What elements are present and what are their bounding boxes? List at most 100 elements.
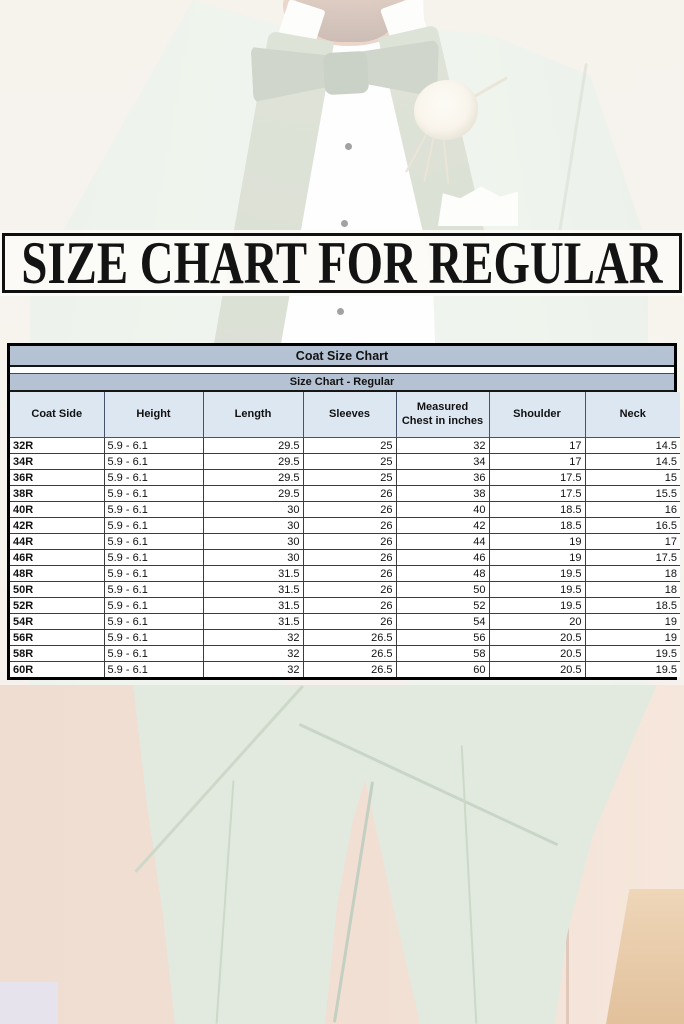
value-cell: 19.5 [488, 581, 586, 598]
value-cell: 31.5 [202, 597, 304, 614]
value-cell: 25 [302, 437, 397, 454]
value-cell: 19.5 [488, 565, 586, 582]
coat-size-cell: 54R [10, 613, 105, 630]
value-cell: 26 [302, 517, 397, 534]
value-cell: 20.5 [488, 661, 586, 677]
coat-size-cell: 46R [10, 549, 105, 566]
value-cell: 48 [395, 565, 490, 582]
value-cell: 19 [584, 629, 680, 646]
coat-size-cell: 60R [10, 661, 105, 677]
value-cell: 14.5 [584, 437, 680, 454]
value-cell: 26 [302, 597, 397, 614]
table-subtitle: Size Chart - Regular [10, 374, 674, 392]
value-cell: 29.5 [202, 469, 304, 486]
value-cell: 5.9 - 6.1 [103, 597, 204, 614]
size-row: 54R 5.9 - 6.1 31.5 26 54 20 19 [10, 613, 680, 630]
value-cell: 18 [584, 565, 680, 582]
value-cell: 19.5 [584, 661, 680, 677]
value-cell: 5.9 - 6.1 [103, 549, 204, 566]
value-cell: 5.9 - 6.1 [103, 565, 204, 582]
value-cell: 20.5 [488, 629, 586, 646]
value-cell: 32 [202, 645, 304, 662]
value-cell: 19.5 [584, 645, 680, 662]
value-cell: 30 [202, 501, 304, 518]
value-cell: 26 [302, 581, 397, 598]
coat-size-cell: 44R [10, 533, 105, 550]
coat-size-cell: 58R [10, 645, 105, 662]
value-cell: 20.5 [488, 645, 586, 662]
value-cell: 18.5 [488, 517, 586, 534]
value-cell: 31.5 [202, 565, 304, 582]
value-cell: 17 [488, 437, 586, 454]
column-header: Length [202, 392, 304, 438]
coat-size-chart-table: Coat Size Chart Size Chart - Regular Coa… [7, 343, 680, 680]
size-row: 32R 5.9 - 6.1 29.5 25 32 17 14.5 [10, 437, 680, 454]
value-cell: 60 [395, 661, 490, 677]
value-cell: 32 [202, 661, 304, 677]
value-cell: 31.5 [202, 613, 304, 630]
size-row: 44R 5.9 - 6.1 30 26 44 19 17 [10, 533, 680, 550]
value-cell: 50 [395, 581, 490, 598]
value-cell: 15.5 [584, 485, 680, 502]
value-cell: 5.9 - 6.1 [103, 533, 204, 550]
value-cell: 5.9 - 6.1 [103, 661, 204, 677]
value-cell: 5.9 - 6.1 [103, 469, 204, 486]
size-row: 40R 5.9 - 6.1 30 26 40 18.5 16 [10, 501, 680, 518]
value-cell: 5.9 - 6.1 [103, 453, 204, 470]
value-cell: 32 [202, 629, 304, 646]
value-cell: 16.5 [584, 517, 680, 534]
size-row: 56R 5.9 - 6.1 32 26.5 56 20.5 19 [10, 629, 680, 646]
size-row: 50R 5.9 - 6.1 31.5 26 50 19.5 18 [10, 581, 680, 598]
size-row: 38R 5.9 - 6.1 29.5 26 38 17.5 15.5 [10, 485, 680, 502]
value-cell: 19 [488, 533, 586, 550]
value-cell: 5.9 - 6.1 [103, 645, 204, 662]
tuxedo-photo-bottom [0, 685, 684, 1024]
column-header: Shoulder [488, 392, 586, 438]
coat-size-cell: 50R [10, 581, 105, 598]
value-cell: 30 [202, 517, 304, 534]
table-header-row: Coat Side Height Length Sleeves Measured Che… [10, 392, 680, 438]
value-cell: 32 [395, 437, 490, 454]
size-row: 36R 5.9 - 6.1 29.5 25 36 17.5 15 [10, 469, 680, 486]
coat-size-cell: 40R [10, 501, 105, 518]
value-cell: 17.5 [488, 485, 586, 502]
size-row: 34R 5.9 - 6.1 29.5 25 34 17 14.5 [10, 453, 680, 470]
value-cell: 18.5 [488, 501, 586, 518]
coat-size-cell: 36R [10, 469, 105, 486]
banner-border-frame: SIZE CHART FOR REGULAR [2, 233, 682, 293]
corner-shadow [0, 982, 58, 1024]
value-cell: 56 [395, 629, 490, 646]
value-cell: 26 [302, 549, 397, 566]
value-cell: 29.5 [202, 485, 304, 502]
column-header: Sleeves [302, 392, 397, 438]
coat-size-cell: 52R [10, 597, 105, 614]
banner-title: SIZE CHART FOR REGULAR [21, 233, 663, 293]
value-cell: 42 [395, 517, 490, 534]
value-cell: 19.5 [488, 597, 586, 614]
size-row: 46R 5.9 - 6.1 30 26 46 19 17.5 [10, 549, 680, 566]
coat-size-cell: 42R [10, 517, 105, 534]
value-cell: 19 [584, 613, 680, 630]
value-cell: 5.9 - 6.1 [103, 613, 204, 630]
value-cell: 18 [584, 581, 680, 598]
table-title-divider [10, 367, 674, 374]
value-cell: 30 [202, 549, 304, 566]
value-cell: 52 [395, 597, 490, 614]
value-cell: 16 [584, 501, 680, 518]
value-cell: 18.5 [584, 597, 680, 614]
value-cell: 17 [584, 533, 680, 550]
value-cell: 36 [395, 469, 490, 486]
value-cell: 46 [395, 549, 490, 566]
value-cell: 19 [488, 549, 586, 566]
coat-size-cell: 38R [10, 485, 105, 502]
value-cell: 5.9 - 6.1 [103, 581, 204, 598]
size-row: 42R 5.9 - 6.1 30 26 42 18.5 16.5 [10, 517, 680, 534]
value-cell: 26.5 [302, 629, 397, 646]
value-cell: 26.5 [302, 645, 397, 662]
value-cell: 20 [488, 613, 586, 630]
size-row: 52R 5.9 - 6.1 31.5 26 52 19.5 18.5 [10, 597, 680, 614]
value-cell: 26 [302, 485, 397, 502]
coat-size-cell: 56R [10, 629, 105, 646]
size-table-grid: Coat Side Height Length Sleeves Measured Che… [10, 392, 680, 677]
